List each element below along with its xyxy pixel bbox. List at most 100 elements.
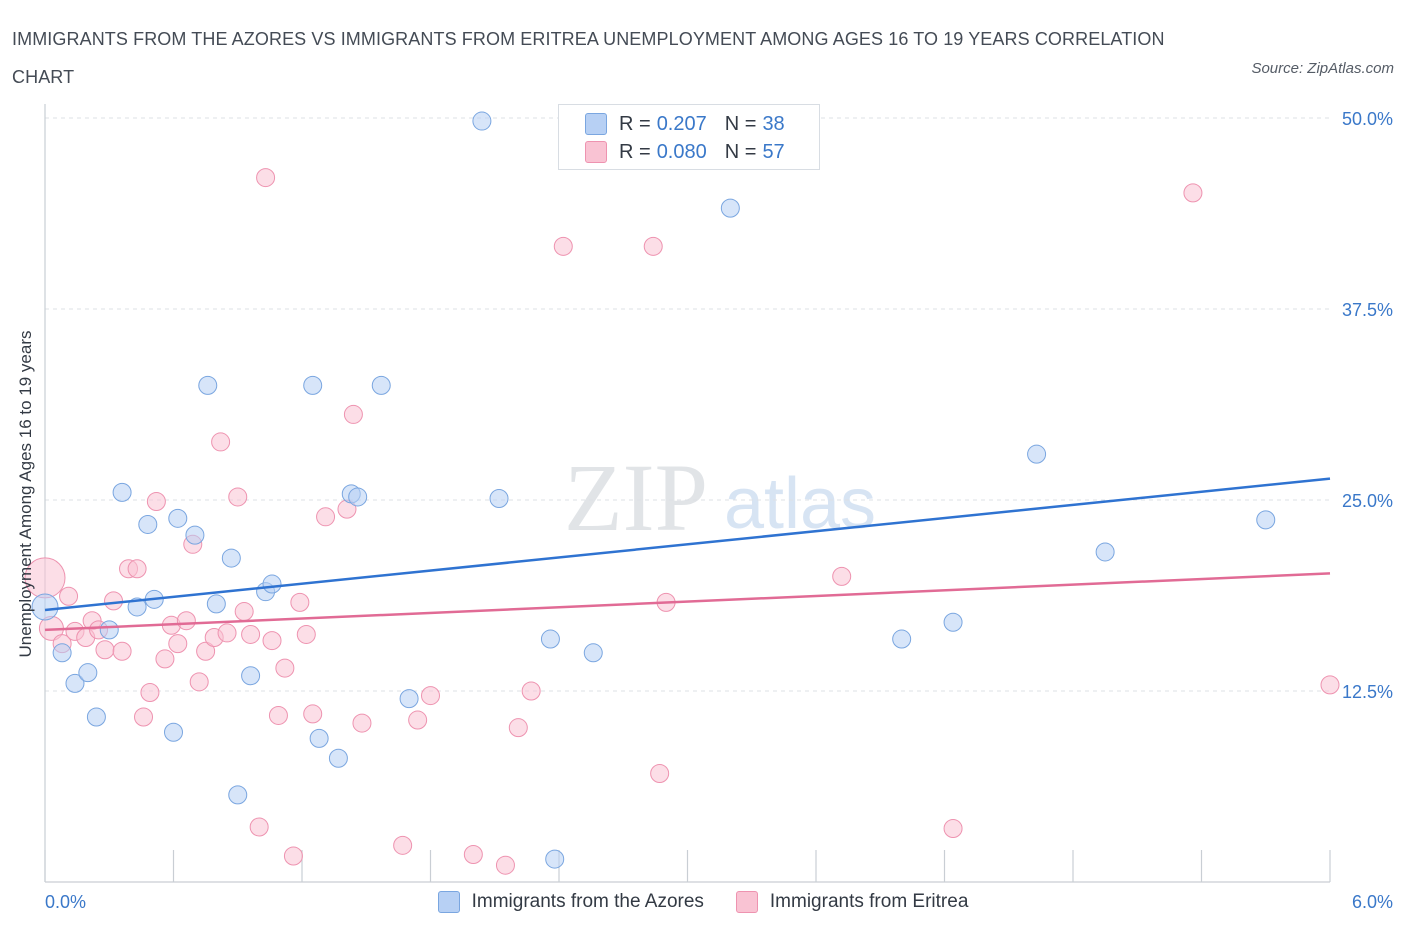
azores-point bbox=[328, 748, 348, 768]
legend-label-azores: Immigrants from the Azores bbox=[471, 891, 704, 912]
eritrea-point bbox=[1183, 183, 1203, 203]
eritrea-point bbox=[421, 686, 440, 706]
eritrea-point bbox=[127, 559, 147, 579]
azores-point bbox=[228, 785, 248, 805]
eritrea-point bbox=[228, 487, 248, 507]
azores-swatch bbox=[437, 891, 460, 913]
r-label: R = bbox=[619, 112, 651, 135]
azores-point bbox=[399, 689, 419, 709]
eritrea-point bbox=[1320, 675, 1340, 695]
watermark-zip: ZIP bbox=[564, 444, 708, 551]
eritrea-point bbox=[508, 718, 528, 738]
azores-point bbox=[583, 643, 603, 663]
eritrea-point bbox=[234, 602, 254, 622]
eritrea-point bbox=[316, 507, 336, 527]
eritrea-point bbox=[168, 634, 188, 654]
azores-swatch bbox=[585, 113, 607, 135]
eritrea-point bbox=[262, 631, 282, 651]
eritrea-point bbox=[176, 611, 196, 631]
azores-point bbox=[892, 629, 912, 649]
azores-trend-line bbox=[44, 477, 1331, 612]
eritrea-point bbox=[256, 168, 276, 188]
azores-point bbox=[545, 849, 565, 869]
azores-point bbox=[198, 375, 218, 395]
azores-point bbox=[86, 707, 106, 727]
azores-point bbox=[1027, 444, 1047, 464]
watermark-atlas: atlas bbox=[724, 464, 876, 544]
y-axis-label: Unemployment Among Ages 16 to 19 years bbox=[16, 330, 35, 658]
azores-point bbox=[164, 722, 183, 742]
azores-point bbox=[65, 673, 85, 693]
eritrea-swatch bbox=[585, 141, 607, 163]
eritrea-point bbox=[643, 236, 663, 256]
eritrea-points bbox=[24, 168, 1340, 875]
eritrea-point bbox=[943, 819, 963, 839]
azores-point bbox=[112, 482, 132, 502]
eritrea-point bbox=[249, 817, 269, 837]
azores-point bbox=[540, 629, 560, 649]
eritrea-trend-line bbox=[44, 572, 1331, 632]
azores-point bbox=[78, 663, 98, 683]
eritrea-point bbox=[283, 846, 303, 866]
azores-point bbox=[99, 620, 119, 640]
azores-point bbox=[206, 594, 226, 614]
n-label: N = bbox=[724, 112, 757, 135]
azores-point bbox=[303, 375, 323, 395]
eritrea-point bbox=[296, 624, 316, 644]
source-label: Source: ZipAtlas.com bbox=[1251, 60, 1394, 77]
azores-point bbox=[309, 728, 329, 748]
eritrea-point bbox=[408, 710, 428, 730]
azores-point bbox=[943, 612, 963, 632]
n-label: N = bbox=[724, 140, 757, 163]
eritrea-point bbox=[59, 586, 79, 606]
eritrea-point bbox=[521, 681, 541, 701]
legend-item-eritrea[interactable]: Immigrants from Eritrea bbox=[735, 891, 969, 913]
eritrea-point bbox=[155, 649, 175, 669]
azores-point bbox=[221, 548, 241, 568]
azores-point bbox=[127, 597, 147, 617]
azores-point bbox=[371, 375, 391, 395]
eritrea-point bbox=[241, 624, 261, 644]
eritrea-point bbox=[112, 641, 132, 661]
azores-point bbox=[241, 666, 261, 686]
eritrea-point bbox=[196, 641, 216, 661]
r-value: 0.207 bbox=[656, 112, 707, 135]
azores-point bbox=[472, 111, 492, 131]
eritrea-point bbox=[268, 705, 288, 725]
legend-row-eritrea: R = 0.080 N = 57 bbox=[585, 139, 785, 165]
eritrea-point bbox=[650, 764, 670, 784]
eritrea-point bbox=[303, 704, 323, 724]
r-value: 0.080 bbox=[656, 140, 707, 163]
eritrea-point bbox=[463, 844, 483, 864]
y-tick-label: 25.0% bbox=[1342, 491, 1393, 511]
tick-labels: 12.5% 25.0% 37.5% 50.0% 0.0% 6.0% bbox=[45, 109, 1393, 912]
eritrea-point bbox=[189, 672, 209, 692]
eritrea-point bbox=[343, 404, 363, 424]
eritrea-swatch bbox=[735, 891, 758, 913]
trend-lines bbox=[44, 477, 1331, 632]
x-tick-label: 6.0% bbox=[1352, 892, 1393, 912]
azores-point bbox=[262, 574, 282, 594]
legend-item-azores[interactable]: Immigrants from the Azores bbox=[437, 891, 704, 913]
azores-point bbox=[52, 643, 72, 663]
r-label: R = bbox=[619, 140, 651, 163]
eritrea-point bbox=[104, 591, 124, 611]
y-tick-label: 37.5% bbox=[1342, 300, 1393, 320]
correlation-legend: R = 0.207 N = 38 R = 0.080 N = 57 bbox=[558, 104, 820, 170]
y-tick-label: 50.0% bbox=[1342, 109, 1393, 129]
azores-point bbox=[489, 488, 509, 508]
eritrea-point bbox=[352, 713, 372, 733]
legend-row-azores: R = 0.207 N = 38 bbox=[585, 111, 785, 137]
azores-point bbox=[185, 525, 205, 545]
azores-point bbox=[138, 514, 158, 534]
eritrea-point bbox=[140, 683, 160, 703]
eritrea-point bbox=[832, 566, 852, 586]
legend-label-eritrea: Immigrants from Eritrea bbox=[769, 891, 969, 912]
eritrea-point bbox=[553, 236, 573, 256]
series-legend: Immigrants from the Azores Immigrants fr… bbox=[0, 888, 1406, 916]
eritrea-point bbox=[146, 492, 166, 512]
n-value: 38 bbox=[762, 112, 785, 135]
eritrea-point bbox=[290, 592, 310, 612]
azores-point bbox=[1256, 510, 1276, 530]
